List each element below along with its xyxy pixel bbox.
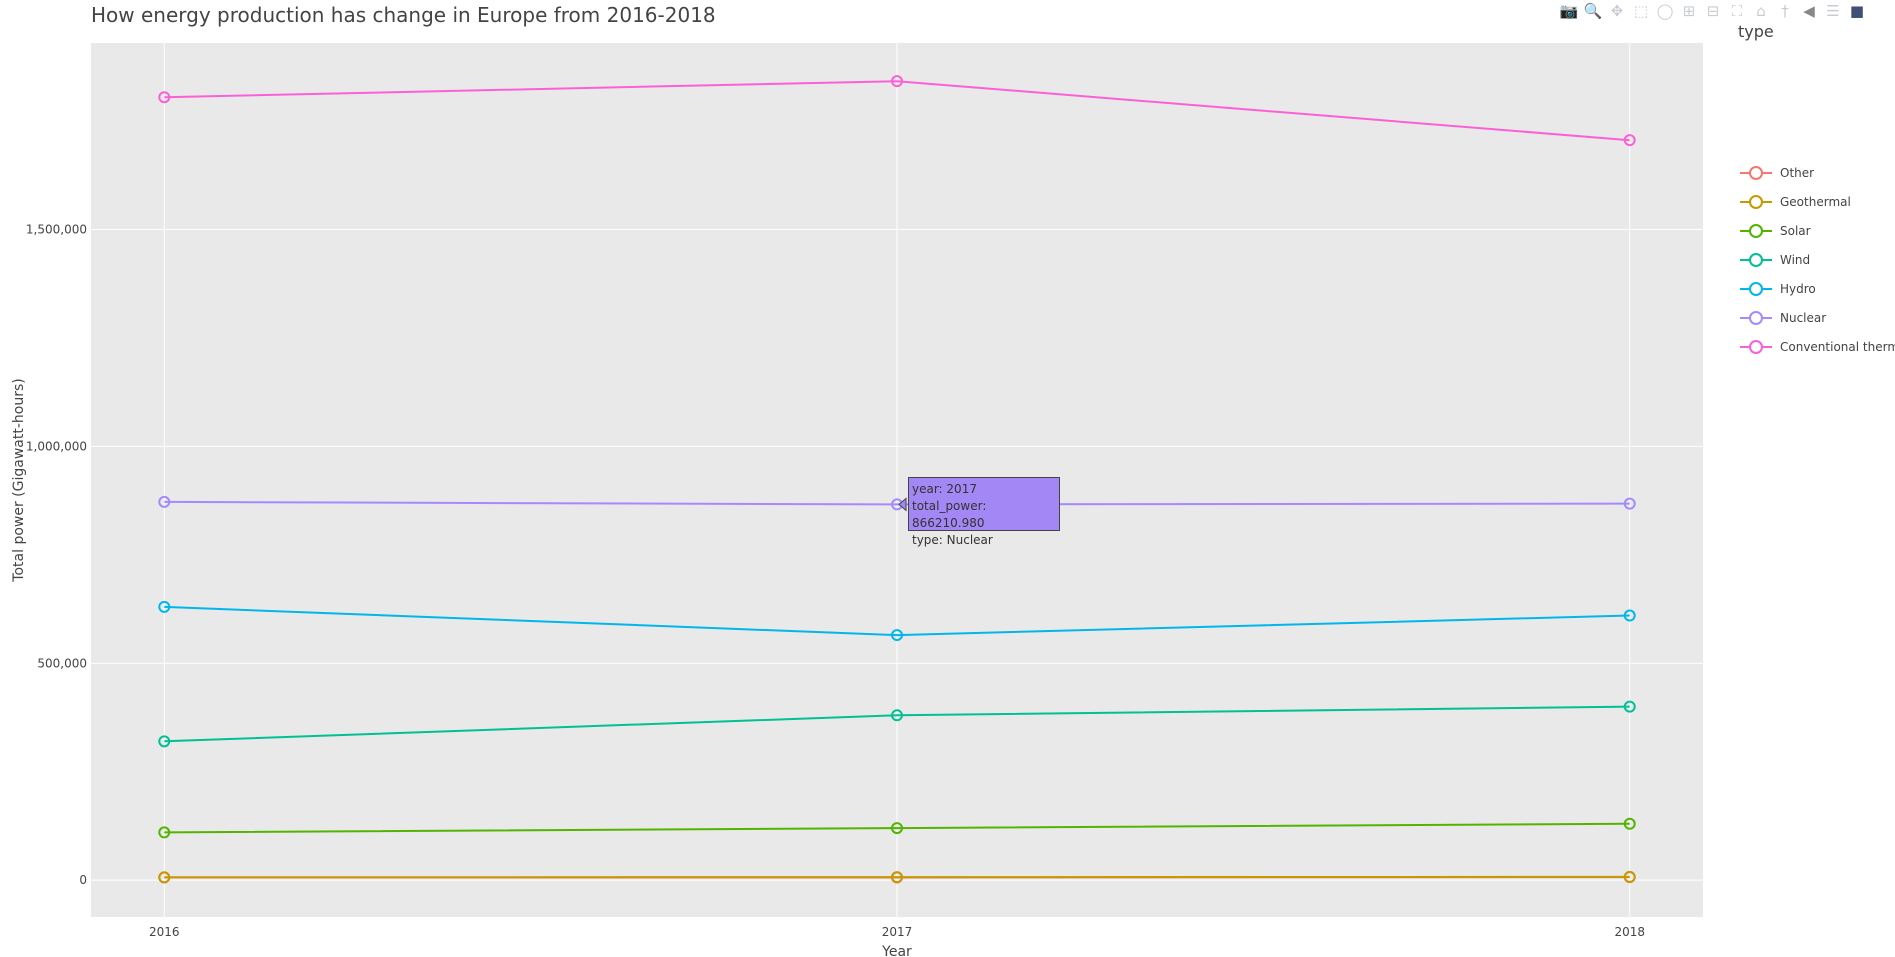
legend-swatch <box>1740 281 1772 296</box>
y-axis-title: Total power (Gigawatt-hours) <box>11 378 27 582</box>
legend-swatch-marker <box>1749 165 1763 180</box>
series-line <box>164 80 1630 142</box>
tooltip-year: year: 2017 <box>912 482 977 496</box>
zoom-icon[interactable]: 🔍 <box>1583 2 1603 20</box>
spike-icon[interactable]: † <box>1781 2 1789 20</box>
y-tick-label: 500,000 <box>37 656 87 670</box>
legend-item[interactable]: Conventional thermal <box>1740 332 1895 361</box>
home-icon[interactable]: ⌂ <box>1756 2 1766 20</box>
legend-item[interactable]: Other <box>1740 158 1895 187</box>
data-point <box>1623 134 1636 147</box>
data-point <box>1623 817 1636 830</box>
legend: Other Geothermal Solar Wind Hydro Nuclear Conv… <box>1740 158 1895 361</box>
legend-label: Other <box>1780 165 1815 180</box>
y-tick-label: 0 <box>79 873 87 887</box>
data-point <box>891 75 903 88</box>
legend-swatch-marker <box>1749 252 1763 267</box>
legend-swatch-marker <box>1749 223 1763 238</box>
series-line <box>164 605 1630 637</box>
legend-swatch <box>1740 223 1772 238</box>
data-point <box>158 826 171 839</box>
x-tick-label: 2018 <box>1614 925 1645 939</box>
tooltip-total-power: total_power: 866210.980 <box>912 499 987 530</box>
pan-icon[interactable]: ✥ <box>1610 2 1624 20</box>
legend-swatch-marker <box>1749 194 1763 209</box>
legend-item[interactable]: Geothermal <box>1740 187 1895 216</box>
legend-label: Solar <box>1780 223 1811 238</box>
legend-label: Wind <box>1780 252 1811 267</box>
legend-item[interactable]: Wind <box>1740 245 1895 274</box>
box-select-icon[interactable]: ⬚ <box>1633 2 1649 20</box>
chart-title: How energy production has change in Euro… <box>91 3 716 27</box>
camera-icon[interactable]: 📷 <box>1559 2 1579 20</box>
legend-item[interactable]: Hydro <box>1740 274 1895 303</box>
data-point <box>1623 700 1636 713</box>
data-point <box>891 709 903 722</box>
autoscale-icon[interactable]: ⛶ <box>1731 2 1743 20</box>
x-axis-title: Year <box>881 944 912 957</box>
legend-swatch-marker <box>1749 281 1763 296</box>
hover-closest-icon[interactable]: ◀ <box>1803 2 1815 20</box>
y-tick-label: 1,500,000 <box>26 223 87 237</box>
x-tick-label: 2016 <box>149 925 180 939</box>
plotly-logo-icon[interactable]: ■ <box>1849 2 1865 20</box>
legend-swatch-marker <box>1749 310 1763 325</box>
legend-title: type <box>1738 22 1774 41</box>
zoom-in-icon[interactable]: ⊞ <box>1682 2 1696 20</box>
legend-swatch <box>1740 339 1772 354</box>
legend-label: Geothermal <box>1780 194 1851 209</box>
y-tick-label: 1,000,000 <box>26 439 87 453</box>
legend-swatch <box>1740 194 1772 209</box>
data-point <box>158 871 171 884</box>
series-line <box>164 500 1630 506</box>
data-point <box>891 629 903 642</box>
legend-label: Hydro <box>1780 281 1816 296</box>
legend-swatch <box>1740 310 1772 325</box>
data-point <box>158 495 171 508</box>
data-point <box>891 871 903 884</box>
data-point <box>891 822 903 835</box>
data-point <box>158 600 171 613</box>
series-line <box>164 822 1630 834</box>
legend-swatch <box>1740 165 1772 180</box>
legend-label: Nuclear <box>1780 310 1827 325</box>
hover-compare-icon[interactable]: ☰ <box>1826 2 1840 20</box>
lasso-icon[interactable]: ◯ <box>1656 2 1674 20</box>
tooltip-type: type: Nuclear <box>912 533 993 547</box>
data-point <box>1623 609 1636 622</box>
modebar: 📷 🔍 ✥ ⬚ ◯ ⊞ ⊟ ⛶ ⌂ † ◀ ☰ ■ <box>1560 2 1866 20</box>
data-point <box>158 91 171 104</box>
legend-item[interactable]: Solar <box>1740 216 1895 245</box>
zoom-out-icon[interactable]: ⊟ <box>1706 2 1720 20</box>
data-point <box>1623 870 1636 883</box>
x-tick-label: 2017 <box>882 925 913 939</box>
legend-label: Conventional thermal <box>1780 339 1895 354</box>
series-line <box>164 705 1630 743</box>
data-point <box>158 735 171 748</box>
hover-tooltip: year: 2017 total_power: 866210.980 type:… <box>908 477 1060 547</box>
tooltip-pointer <box>898 497 907 512</box>
legend-swatch <box>1740 252 1772 267</box>
legend-item[interactable]: Nuclear <box>1740 303 1895 332</box>
legend-swatch-marker <box>1749 339 1763 354</box>
data-point <box>1623 497 1636 510</box>
